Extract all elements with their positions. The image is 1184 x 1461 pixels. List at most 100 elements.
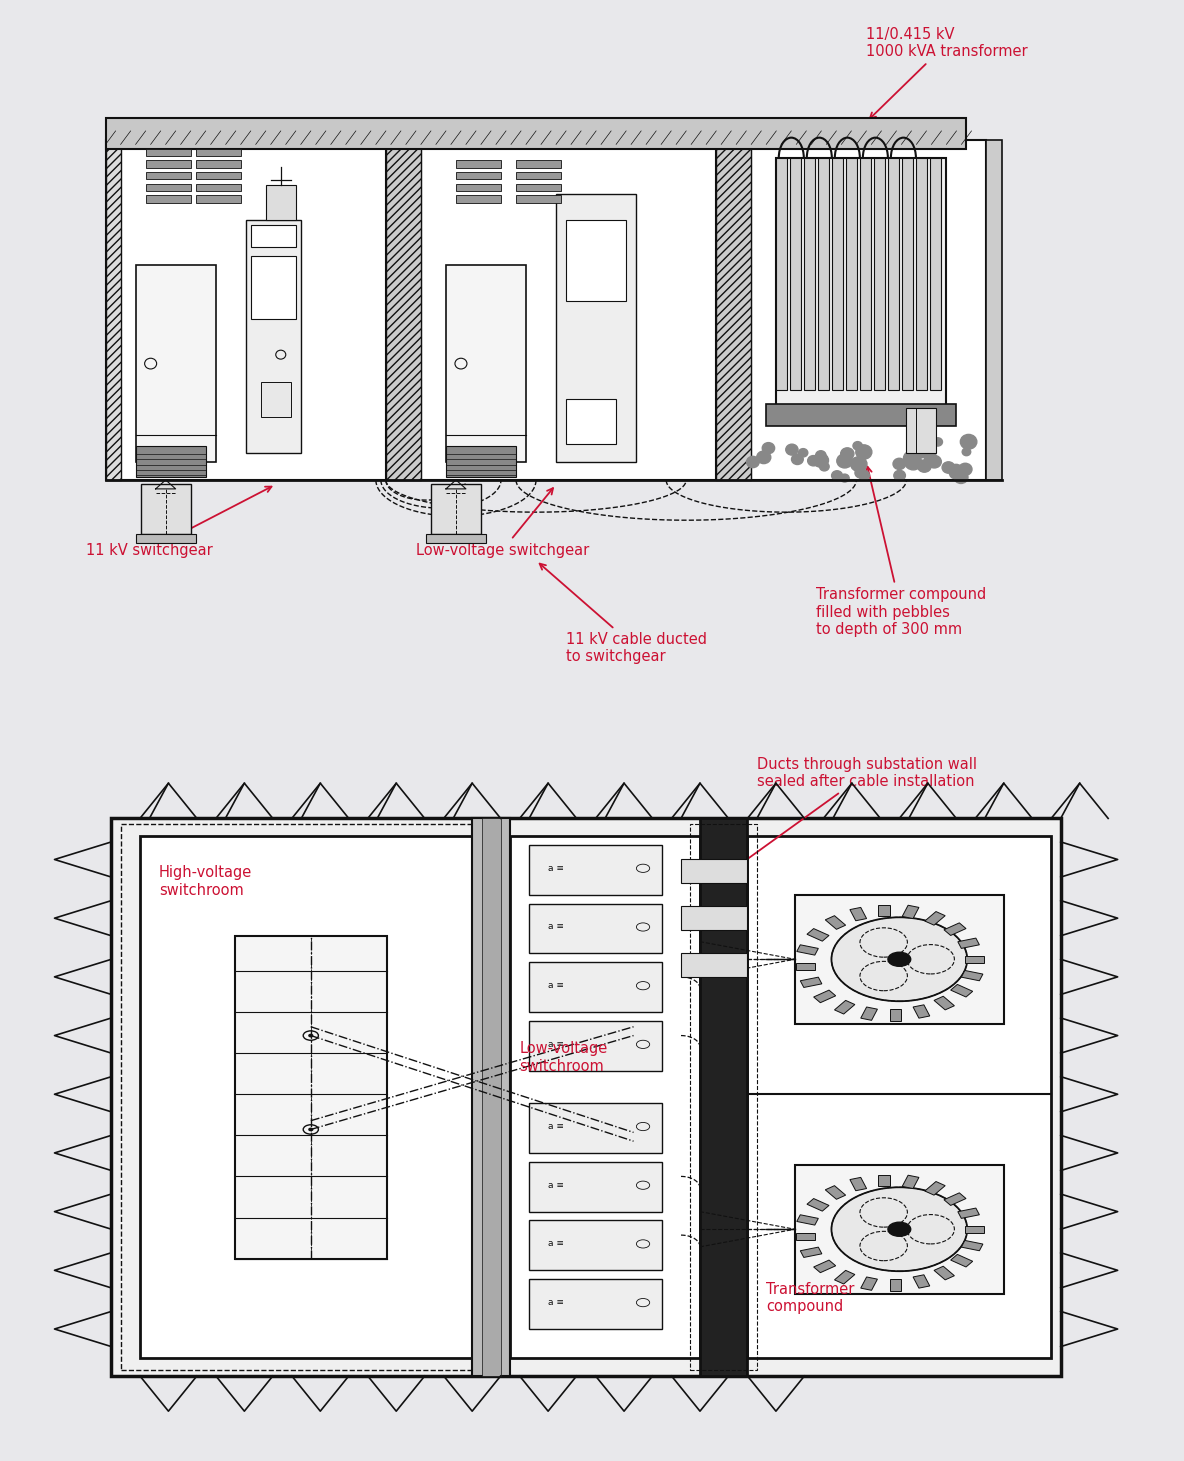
- Circle shape: [903, 451, 919, 465]
- Bar: [234, 937, 387, 1258]
- Circle shape: [888, 1223, 910, 1236]
- Bar: [431, 485, 481, 533]
- Bar: [835, 1271, 855, 1284]
- Circle shape: [792, 454, 803, 465]
- Circle shape: [858, 470, 869, 481]
- Circle shape: [960, 434, 977, 449]
- Bar: [681, 954, 747, 977]
- Bar: [944, 1192, 966, 1205]
- Bar: [456, 161, 501, 168]
- Bar: [195, 149, 240, 156]
- Bar: [951, 985, 973, 996]
- Bar: [804, 158, 816, 390]
- Bar: [874, 158, 886, 390]
- Bar: [246, 221, 301, 453]
- Bar: [386, 140, 422, 479]
- Bar: [796, 1233, 815, 1240]
- Bar: [456, 184, 501, 191]
- Circle shape: [816, 450, 826, 460]
- Bar: [925, 912, 945, 925]
- Text: a ≡: a ≡: [548, 1040, 564, 1049]
- Bar: [797, 945, 818, 955]
- Circle shape: [959, 463, 972, 475]
- Bar: [516, 196, 561, 203]
- Bar: [790, 158, 802, 390]
- Bar: [136, 533, 195, 542]
- Circle shape: [925, 453, 937, 463]
- Circle shape: [837, 454, 852, 468]
- Bar: [446, 446, 516, 478]
- Bar: [690, 824, 757, 1370]
- Circle shape: [831, 918, 967, 1001]
- Bar: [251, 256, 296, 318]
- Bar: [825, 1186, 845, 1199]
- Text: Transformer
compound: Transformer compound: [766, 1283, 855, 1315]
- Circle shape: [850, 457, 867, 472]
- Bar: [529, 1103, 662, 1153]
- Bar: [121, 824, 491, 1370]
- Bar: [832, 158, 843, 390]
- Circle shape: [905, 454, 922, 470]
- Circle shape: [894, 470, 906, 481]
- Bar: [902, 906, 919, 919]
- Bar: [529, 844, 662, 894]
- Bar: [482, 818, 501, 1376]
- Bar: [944, 923, 966, 935]
- Circle shape: [927, 438, 935, 446]
- Circle shape: [831, 1188, 967, 1271]
- Bar: [747, 836, 1051, 1359]
- Circle shape: [933, 438, 942, 446]
- Circle shape: [798, 449, 807, 457]
- Bar: [516, 172, 561, 180]
- Bar: [516, 184, 561, 191]
- Bar: [136, 446, 206, 478]
- Bar: [195, 172, 240, 180]
- Bar: [934, 996, 954, 1010]
- Bar: [146, 149, 191, 156]
- Text: Low-voltage switchgear: Low-voltage switchgear: [416, 488, 590, 558]
- Bar: [529, 903, 662, 954]
- Bar: [958, 1208, 979, 1218]
- Circle shape: [309, 1034, 313, 1037]
- Bar: [796, 963, 815, 970]
- Circle shape: [855, 468, 867, 478]
- Bar: [105, 140, 121, 479]
- Circle shape: [747, 456, 759, 468]
- Bar: [902, 1175, 919, 1189]
- Text: a ≡: a ≡: [548, 1299, 564, 1308]
- Circle shape: [888, 953, 910, 966]
- Text: a ≡: a ≡: [548, 922, 564, 932]
- Bar: [925, 1182, 945, 1195]
- Circle shape: [831, 470, 843, 481]
- Circle shape: [841, 449, 854, 460]
- Bar: [890, 1010, 901, 1021]
- Circle shape: [807, 456, 819, 466]
- Bar: [794, 894, 1004, 1024]
- Bar: [961, 970, 983, 980]
- Text: High-voltage
switchroom: High-voltage switchroom: [159, 865, 252, 897]
- Bar: [136, 266, 215, 462]
- Bar: [195, 161, 240, 168]
- Bar: [961, 1240, 983, 1251]
- Circle shape: [926, 446, 935, 454]
- Bar: [146, 161, 191, 168]
- Bar: [934, 1267, 954, 1280]
- Circle shape: [813, 453, 829, 468]
- Bar: [386, 140, 422, 479]
- Bar: [907, 408, 937, 453]
- Circle shape: [927, 456, 941, 468]
- Text: Ducts through substation wall
sealed after cable installation: Ducts through substation wall sealed aft…: [719, 757, 977, 880]
- Bar: [105, 117, 966, 149]
- Bar: [888, 158, 900, 390]
- Bar: [800, 977, 822, 988]
- Bar: [716, 140, 752, 479]
- Bar: [797, 1214, 818, 1226]
- Bar: [426, 533, 485, 542]
- Circle shape: [942, 462, 954, 473]
- Bar: [700, 818, 747, 1376]
- Bar: [777, 158, 946, 408]
- Bar: [777, 158, 787, 390]
- Bar: [529, 1280, 662, 1330]
- Bar: [472, 818, 510, 1376]
- Bar: [913, 1005, 929, 1018]
